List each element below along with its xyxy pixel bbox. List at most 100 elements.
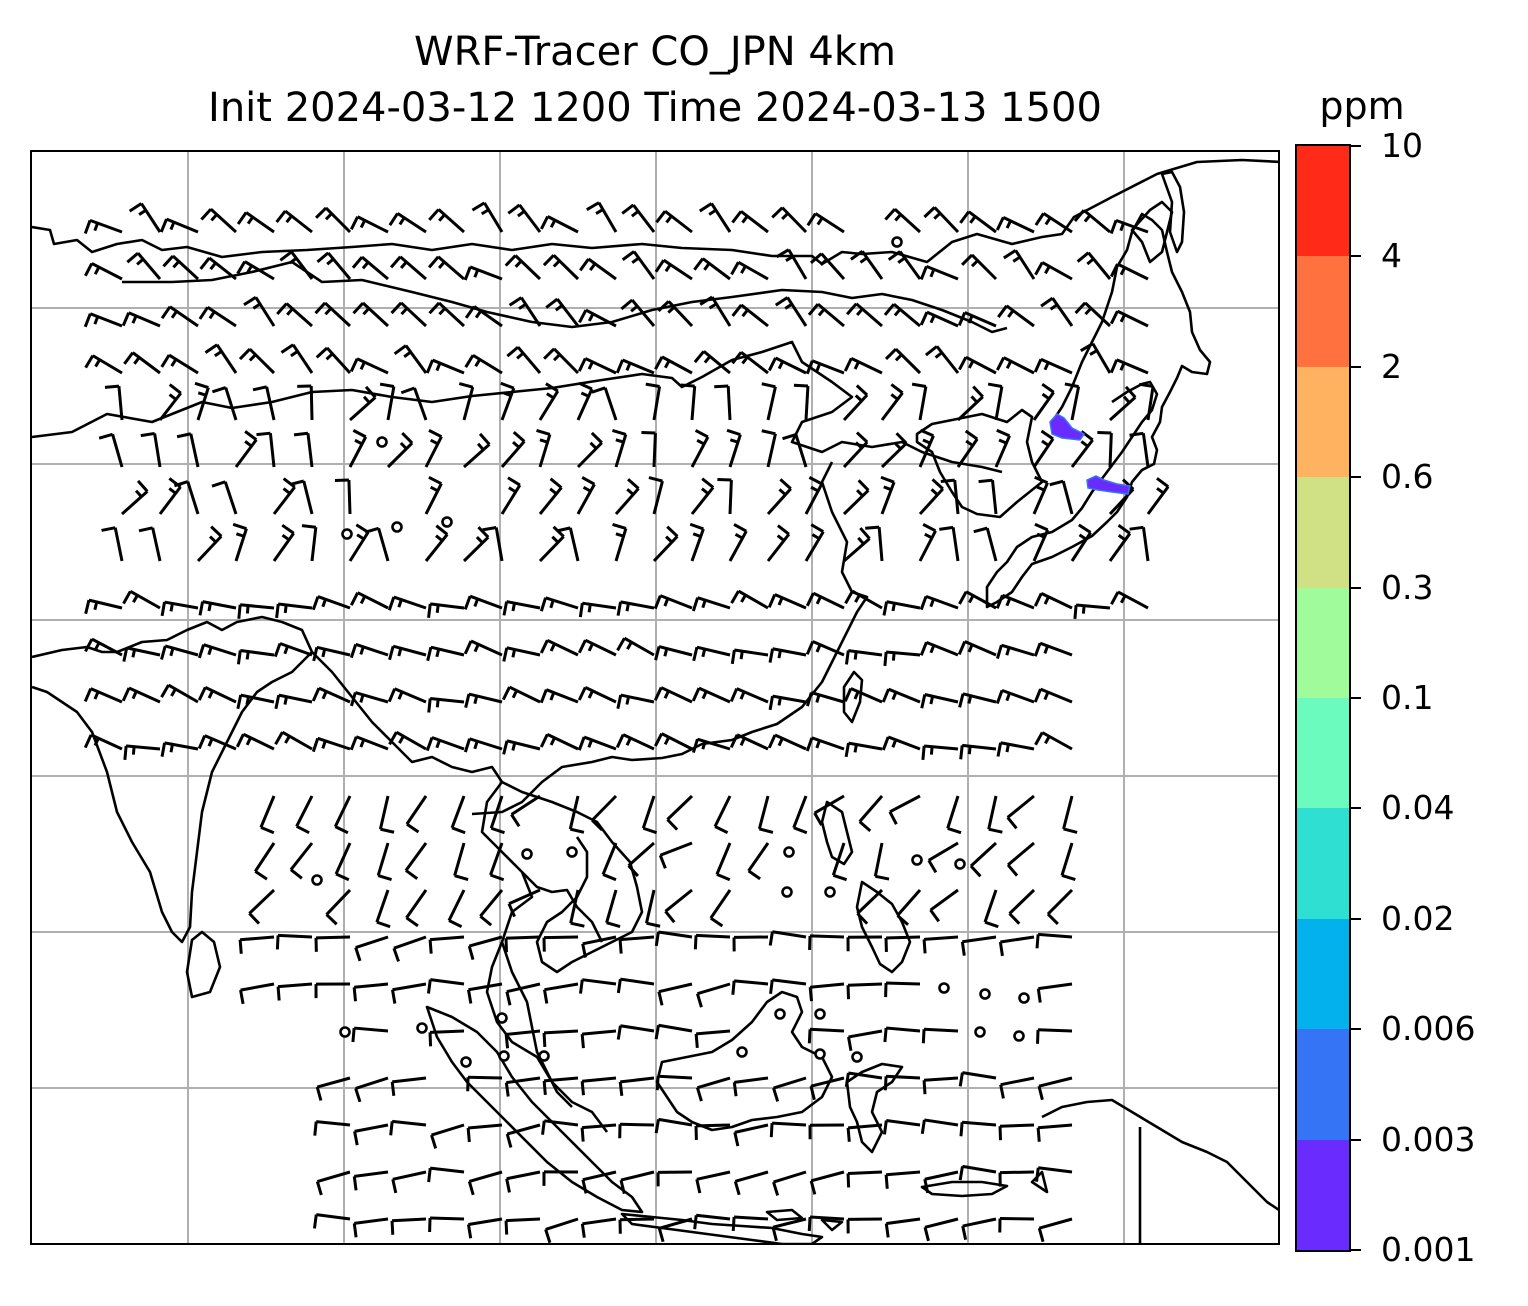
wind-barb <box>804 523 825 562</box>
wind-barb <box>958 1071 997 1087</box>
wind-barb <box>462 526 490 563</box>
wind-barb <box>769 978 807 994</box>
wind-barb <box>576 381 594 421</box>
wind-barb <box>882 600 921 616</box>
wind-barb <box>888 794 921 825</box>
calm-wind-marker <box>979 988 991 1000</box>
wind-barb <box>84 354 123 375</box>
wind-barb <box>425 358 465 375</box>
colorbar-tick <box>1351 255 1361 258</box>
wind-barb <box>173 480 200 515</box>
wind-barb <box>654 258 693 281</box>
colorbar-segment <box>1297 1139 1349 1250</box>
wind-barb <box>809 252 846 280</box>
wind-barb <box>956 429 979 468</box>
wind-barb <box>691 737 731 754</box>
wind-barb <box>313 1120 351 1136</box>
wind-barb <box>996 356 1035 375</box>
wind-barb <box>428 208 465 234</box>
calm-wind-marker <box>783 846 795 858</box>
wind-barb <box>542 1170 579 1186</box>
wind-barb <box>1033 357 1073 375</box>
wind-barb <box>392 935 427 962</box>
wind-barb <box>884 1217 921 1238</box>
wind-barb <box>160 600 199 617</box>
wind-barb <box>239 982 275 1005</box>
coastline-sulawesi <box>845 1062 904 1154</box>
wind-barb <box>1109 262 1149 281</box>
wind-barb <box>884 935 921 953</box>
colorbar-tick-label: 0.003 <box>1381 1119 1476 1159</box>
wind-barb <box>274 730 313 751</box>
wind-barb <box>883 1026 921 1043</box>
wind-barb <box>314 301 352 328</box>
wind-barb <box>693 257 731 281</box>
wind-barb <box>653 594 693 610</box>
wind-barb <box>883 650 921 667</box>
wind-barb <box>198 600 237 616</box>
colorbar-segment <box>1297 808 1349 919</box>
wind-barb <box>504 935 541 953</box>
wind-barb <box>390 301 428 328</box>
wind-barb <box>691 596 731 612</box>
wind-barb <box>539 596 579 612</box>
wind-barb <box>1037 1217 1073 1243</box>
coastline-sakhalin <box>1160 170 1186 254</box>
coastline-japan <box>985 212 1212 609</box>
wind-barb <box>252 385 276 421</box>
wind-barb <box>577 735 617 751</box>
coastline-timor <box>920 1180 1009 1198</box>
wind-barb <box>846 1170 883 1188</box>
wind-barb <box>464 692 503 708</box>
wind-barb <box>128 202 162 233</box>
wind-barb <box>272 523 295 562</box>
colorbar-tick <box>1351 145 1361 147</box>
wind-barb <box>489 842 505 882</box>
wind-barb <box>1035 932 1073 949</box>
calm-wind-marker <box>498 1050 510 1062</box>
wind-barb <box>138 526 162 562</box>
colorbar-segment <box>1297 918 1349 1030</box>
wind-barb <box>1033 641 1073 657</box>
colorbar-segment <box>1297 256 1349 367</box>
calm-wind-marker <box>781 886 793 898</box>
wind-barb <box>256 431 276 468</box>
wind-barb <box>348 429 368 468</box>
calm-wind-marker <box>538 1050 550 1062</box>
wind-barb <box>957 311 997 328</box>
wind-barb <box>364 526 390 562</box>
wind-barb <box>693 933 731 950</box>
wind-barb <box>730 260 769 281</box>
wind-barb <box>391 982 427 1004</box>
wind-barb <box>961 1217 997 1241</box>
wind-barb <box>664 888 693 924</box>
wind-barb <box>693 350 731 375</box>
tracer-patch-northern-japan <box>1049 413 1086 441</box>
wind-barb <box>645 382 662 421</box>
wind-barb <box>694 1123 731 1140</box>
calm-wind-marker <box>376 436 388 448</box>
wind-barb <box>698 202 732 233</box>
coastline-gulf-thailand <box>521 871 604 943</box>
wind-barb <box>922 935 959 954</box>
wind-barb <box>162 254 200 281</box>
wind-barb <box>766 524 791 562</box>
wind-barb <box>426 978 465 994</box>
wind-barb <box>354 935 389 962</box>
calm-wind-marker <box>814 1048 826 1060</box>
wind-barb <box>238 935 275 954</box>
wind-barb <box>104 384 124 421</box>
wind-barb <box>847 1029 883 1051</box>
wind-barb <box>427 697 465 713</box>
wind-barb <box>843 527 871 563</box>
wind-barb <box>1080 342 1112 374</box>
wind-barb <box>387 595 427 611</box>
calm-markers <box>311 236 1030 1068</box>
colorbar-segment <box>1297 477 1349 588</box>
wind-barb <box>601 842 618 882</box>
wind-barb <box>539 638 579 657</box>
coastline-vietnam <box>501 780 644 974</box>
colorbar-tick-label: 0.02 <box>1381 898 1455 938</box>
wind-barb <box>1003 249 1036 280</box>
wind-barb <box>846 1123 883 1142</box>
